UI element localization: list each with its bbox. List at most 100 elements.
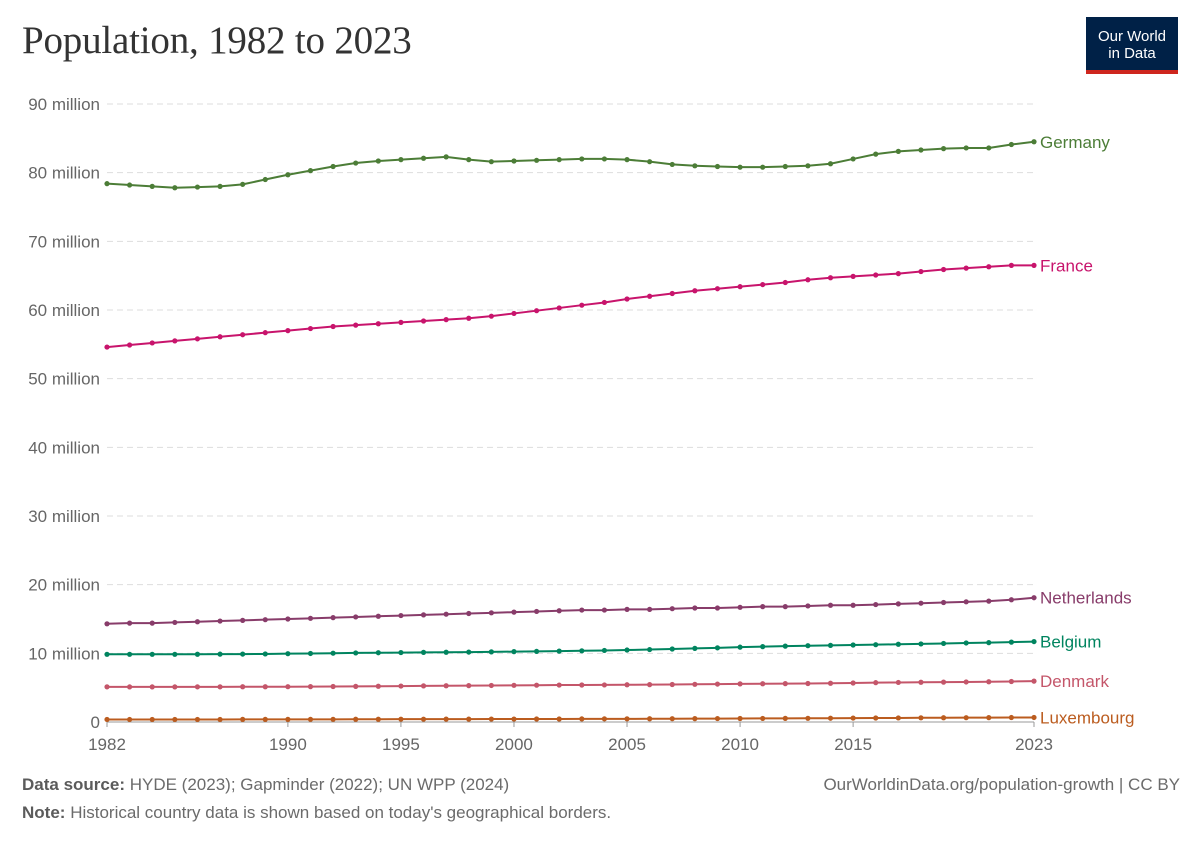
data-point-luxembourg — [149, 716, 155, 723]
data-point-netherlands — [488, 610, 494, 616]
data-point-netherlands — [127, 620, 133, 626]
data-point-denmark — [760, 681, 766, 687]
data-point-luxembourg — [466, 716, 472, 722]
data-point-germany — [805, 163, 811, 169]
data-point-denmark — [714, 681, 721, 687]
data-point-france — [330, 323, 336, 330]
series-label-france: France — [1040, 256, 1093, 275]
data-point-france — [624, 296, 630, 302]
data-point-france — [127, 342, 133, 348]
data-point-germany — [895, 148, 901, 154]
data-point-luxembourg — [918, 715, 924, 721]
data-point-germany — [104, 181, 110, 187]
chart-title: Population, 1982 to 2023 — [22, 19, 412, 62]
data-point-denmark — [353, 683, 359, 689]
data-point-denmark — [398, 683, 404, 689]
x-tick-label: 2015 — [834, 735, 872, 754]
data-point-denmark — [217, 684, 223, 690]
data-point-germany — [1031, 139, 1037, 145]
data-point-germany — [127, 182, 133, 188]
data-point-france — [737, 284, 743, 290]
data-point-luxembourg — [782, 715, 788, 721]
data-point-denmark — [669, 681, 675, 688]
data-point-netherlands — [104, 621, 110, 627]
data-point-luxembourg — [240, 716, 246, 722]
series-line-germany — [106, 140, 1035, 189]
data-point-denmark — [963, 679, 969, 685]
data-point-luxembourg — [262, 716, 268, 722]
data-point-luxembourg — [330, 716, 336, 722]
data-point-luxembourg — [533, 716, 540, 722]
data-point-denmark — [511, 682, 517, 688]
data-point-belgium — [669, 646, 675, 652]
data-point-luxembourg — [353, 716, 359, 722]
data-point-netherlands — [511, 609, 517, 615]
data-point-belgium — [601, 647, 608, 654]
data-point-denmark — [533, 682, 540, 688]
data-point-netherlands — [443, 611, 449, 617]
data-point-denmark — [1008, 678, 1014, 685]
data-point-luxembourg — [850, 715, 856, 721]
x-tick-label: 2010 — [721, 735, 759, 754]
data-point-netherlands — [624, 606, 630, 612]
data-point-germany — [601, 156, 608, 162]
data-point-germany — [556, 157, 562, 163]
data-point-belgium — [172, 651, 178, 657]
data-point-denmark — [104, 684, 110, 690]
data-point-denmark — [240, 684, 246, 690]
data-point-belgium — [579, 648, 585, 654]
y-tick-label: 40 million — [28, 438, 100, 457]
data-point-belgium — [895, 641, 901, 647]
data-point-luxembourg — [601, 716, 608, 722]
population-line-chart: 0 10 million 20 million 30 million 40 millio… — [28, 95, 1134, 754]
data-point-denmark — [420, 683, 427, 689]
data-point-germany — [850, 156, 856, 162]
x-tick-label: 2005 — [608, 735, 646, 754]
data-point-luxembourg — [443, 716, 449, 722]
data-point-germany — [986, 145, 992, 151]
series-label-denmark: Denmark — [1040, 672, 1109, 691]
data-point-belgium — [647, 646, 653, 653]
data-point-denmark — [692, 681, 698, 687]
data-point-netherlands — [827, 602, 834, 608]
data-point-germany — [873, 151, 879, 157]
data-point-belgium — [805, 643, 811, 649]
data-point-belgium — [285, 651, 291, 657]
x-tick-label: 1995 — [382, 735, 420, 754]
data-point-denmark — [1031, 678, 1037, 684]
data-point-germany — [737, 164, 743, 170]
data-point-germany — [285, 172, 291, 178]
data-point-belgium — [330, 650, 336, 656]
data-point-germany — [307, 168, 314, 174]
data-point-france — [533, 308, 540, 314]
data-point-denmark — [330, 683, 336, 690]
data-point-france — [375, 321, 381, 327]
data-point-france — [692, 288, 698, 294]
data-point-netherlands — [963, 599, 969, 605]
data-point-denmark — [285, 684, 291, 690]
data-point-france — [1031, 262, 1037, 268]
data-point-belgium — [1031, 638, 1037, 645]
data-point-france — [240, 332, 246, 338]
data-point-luxembourg — [1031, 714, 1037, 721]
data-point-france — [986, 264, 992, 270]
data-source: Data source: HYDE (2023); Gapminder (202… — [22, 775, 509, 795]
data-point-luxembourg — [1008, 714, 1014, 721]
data-point-france — [466, 315, 472, 321]
data-point-denmark — [262, 684, 268, 690]
data-point-luxembourg — [963, 715, 969, 721]
y-tick-label: 20 million — [28, 576, 100, 595]
data-point-germany — [194, 184, 201, 190]
data-source-text: HYDE (2023); Gapminder (2022); UN WPP (2… — [129, 775, 510, 794]
data-point-france — [420, 318, 427, 324]
data-point-france — [194, 336, 201, 342]
data-point-belgium — [782, 643, 788, 649]
data-point-belgium — [827, 642, 834, 648]
data-point-luxembourg — [624, 716, 630, 722]
data-point-france — [963, 265, 969, 271]
data-point-germany — [488, 159, 494, 165]
owid-logo[interactable]: Our World in Data — [1086, 17, 1178, 74]
data-point-germany — [511, 158, 517, 164]
source-url-link[interactable]: OurWorldinData.org/population-growth | C… — [823, 775, 1180, 794]
data-point-france — [827, 275, 834, 281]
